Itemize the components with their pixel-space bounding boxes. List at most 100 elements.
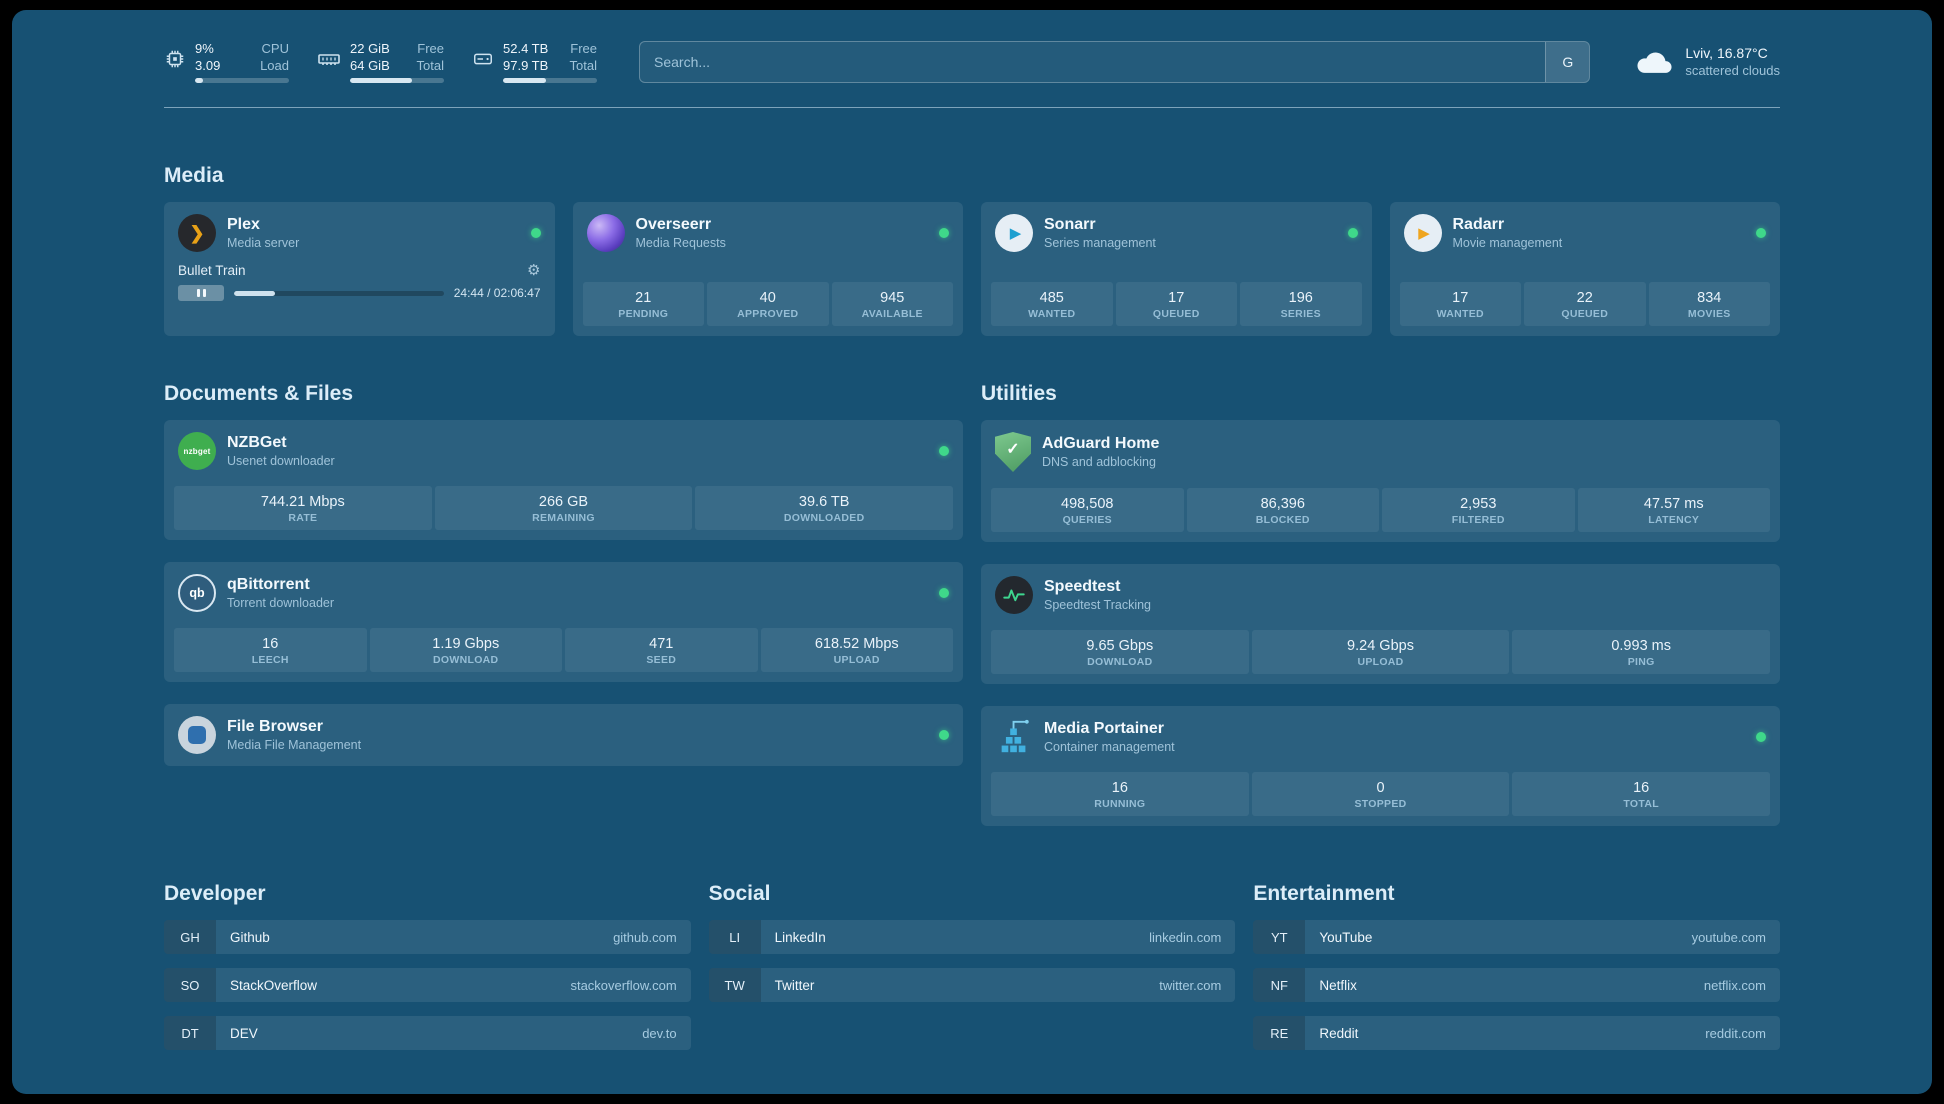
qbittorrent-icon-label: qb <box>189 586 205 600</box>
stat-value: 16 <box>262 636 279 652</box>
memory-widget: 22 GiB Free 64 GiB Total <box>317 40 444 83</box>
bookmark-link[interactable]: DT DEV dev.to <box>164 1016 691 1050</box>
section-title-developer: Developer <box>164 882 266 905</box>
filebrowser-card[interactable]: File Browser Media File Management <box>164 704 963 766</box>
status-dot <box>1756 228 1766 238</box>
speedtest-title: Speedtest <box>1044 578 1121 595</box>
pause-button[interactable] <box>178 285 224 301</box>
stat-label: BLOCKED <box>1255 514 1310 526</box>
stat-value: 471 <box>649 636 674 652</box>
playback-progress-bar <box>234 290 444 296</box>
stat-value: 1.19 Gbps <box>432 636 500 652</box>
section-media: Media ❯ Plex Media server Bullet Tr <box>164 164 1780 336</box>
bookmark-link[interactable]: RE Reddit reddit.com <box>1253 1016 1780 1050</box>
stat-label: QUEUED <box>1561 308 1609 320</box>
stat-block: 0 STOPPED <box>1251 772 1510 816</box>
radarr-subtitle: Movie management <box>1452 236 1563 250</box>
plex-card[interactable]: ❯ Plex Media server Bullet Train ⚙ <box>164 202 555 336</box>
overseerr-card[interactable]: Overseerr Media Requests 21 PENDING <box>572 202 963 336</box>
filebrowser-icon-core <box>188 726 206 744</box>
memory-free-label: Free <box>417 41 444 56</box>
qbittorrent-card[interactable]: qb qBittorrent Torrent downloader <box>164 562 963 682</box>
sonarr-card-header: ▶ Sonarr Series management <box>991 212 1362 260</box>
status-dot <box>939 730 949 740</box>
stat-label: RUNNING <box>1094 798 1146 810</box>
section-title-utilities: Utilities <box>981 382 1057 405</box>
bookmark-group-entertainment: Entertainment YT YouTube youtube.com NF … <box>1253 882 1780 1050</box>
status-dot <box>1756 732 1766 742</box>
status-dot <box>939 446 949 456</box>
stat-value: 22 <box>1576 290 1593 306</box>
bookmark-link[interactable]: GH Github github.com <box>164 920 691 954</box>
bookmark-name: StackOverflow <box>230 977 318 993</box>
adguard-title: AdGuard Home <box>1042 435 1160 452</box>
playback-time: 24:44 / 02:06:47 <box>453 286 541 300</box>
stat-block: 22 QUEUED <box>1524 282 1646 326</box>
speedtest-card-header: Speedtest Speedtest Tracking <box>991 574 1770 622</box>
stat-value: 0.993 ms <box>1611 638 1671 654</box>
sonarr-icon: ▶ <box>995 214 1033 252</box>
disk-progress-fill <box>503 78 547 83</box>
qbittorrent-title: qBittorrent <box>227 576 310 593</box>
memory-progress-fill <box>350 78 413 83</box>
nzbget-card[interactable]: nzbget NZBGet Usenet downloader 74 <box>164 420 963 540</box>
bookmark-abbr: NF <box>1253 968 1306 1002</box>
sonarr-card[interactable]: ▶ Sonarr Series management 485 WANTED <box>981 202 1372 336</box>
stat-block: 0.993 ms PING <box>1512 630 1771 674</box>
bookmark-url: dev.to <box>642 1025 677 1041</box>
qbittorrent-stats: 16 LEECH 1.19 Gbps DOWNLOAD 47 <box>174 628 953 672</box>
bookmark-link[interactable]: SO StackOverflow stackoverflow.com <box>164 968 691 1002</box>
plex-subtitle: Media server <box>227 236 300 250</box>
bookmark-name: Github <box>230 929 270 945</box>
bookmark-url: stackoverflow.com <box>570 977 677 993</box>
bookmark-list-entertainment: YT YouTube youtube.com NF Netflix netfli… <box>1253 920 1780 1050</box>
plex-now-playing: Bullet Train ⚙ 24:44 / 02:06:47 <box>174 263 545 301</box>
stat-value: 47.57 ms <box>1643 496 1704 512</box>
cpu-icon <box>166 50 184 67</box>
stat-label: FILTERED <box>1451 514 1505 526</box>
search-input[interactable] <box>639 40 1591 83</box>
adguard-card[interactable]: ✓ AdGuard Home DNS and adblocking 498,50… <box>981 420 1780 542</box>
stat-block: 1.19 Gbps DOWNLOAD <box>369 628 562 672</box>
stat-value: 744.21 Mbps <box>260 494 345 510</box>
search-provider-button[interactable]: G <box>1545 41 1590 82</box>
stat-block: 17 WANTED <box>1399 282 1521 326</box>
filebrowser-subtitle: Media File Management <box>227 738 362 752</box>
stat-block: 17 QUEUED <box>1115 282 1237 326</box>
settings-gear-icon[interactable]: ⚙ <box>527 262 541 279</box>
speedtest-subtitle: Speedtest Tracking <box>1044 598 1152 612</box>
bookmark-link[interactable]: TW Twitter twitter.com <box>708 968 1236 1002</box>
bookmark-abbr: GH <box>164 920 216 954</box>
qbittorrent-card-header: qb qBittorrent Torrent downloader <box>174 572 953 620</box>
adguard-subtitle: DNS and adblocking <box>1042 455 1156 469</box>
stat-block: 485 WANTED <box>991 282 1113 326</box>
disk-total-label: Total <box>569 58 597 73</box>
memory-total-label: Total <box>416 58 444 73</box>
stat-value: 21 <box>635 290 652 306</box>
portainer-card[interactable]: Media Portainer Container management 16 … <box>981 706 1780 826</box>
disk-widget: 52.4 TB Free 97.9 TB Total <box>472 40 597 83</box>
stat-block: 945 AVAILABLE <box>831 282 953 326</box>
stat-block: 9.65 Gbps DOWNLOAD <box>991 630 1249 674</box>
speedtest-card[interactable]: Speedtest Speedtest Tracking 9.65 Gbps D… <box>981 564 1780 684</box>
radarr-card[interactable]: ▶ Radarr Movie management 17 WANTED <box>1389 202 1780 336</box>
stat-block: 618.52 Mbps UPLOAD <box>760 628 953 672</box>
plex-title: Plex <box>227 216 260 233</box>
bookmark-link[interactable]: NF Netflix netflix.com <box>1253 968 1780 1002</box>
bookmark-abbr: YT <box>1253 920 1306 954</box>
bookmark-group-developer: Developer GH Github github.com SO StackO… <box>164 882 691 1050</box>
bookmark-list-developer: GH Github github.com SO StackOverflow st… <box>164 920 691 1050</box>
qbittorrent-subtitle: Torrent downloader <box>227 596 335 610</box>
bookmark-link[interactable]: LI LinkedIn linkedin.com <box>708 920 1236 954</box>
stat-value: 39.6 TB <box>798 494 850 510</box>
weather-location: Lviv, 16.87°C <box>1685 45 1768 61</box>
stat-value: 17 <box>1168 290 1185 306</box>
stat-block: 21 PENDING <box>582 282 704 326</box>
bookmark-link[interactable]: YT YouTube youtube.com <box>1253 920 1780 954</box>
stat-value: 16 <box>1111 780 1128 796</box>
stat-block: 9.24 Gbps UPLOAD <box>1251 630 1510 674</box>
plex-card-header: ❯ Plex Media server <box>174 212 545 260</box>
sonarr-subtitle: Series management <box>1044 236 1156 250</box>
cpu-progress-bar <box>195 78 289 83</box>
plex-icon: ❯ <box>178 214 216 252</box>
